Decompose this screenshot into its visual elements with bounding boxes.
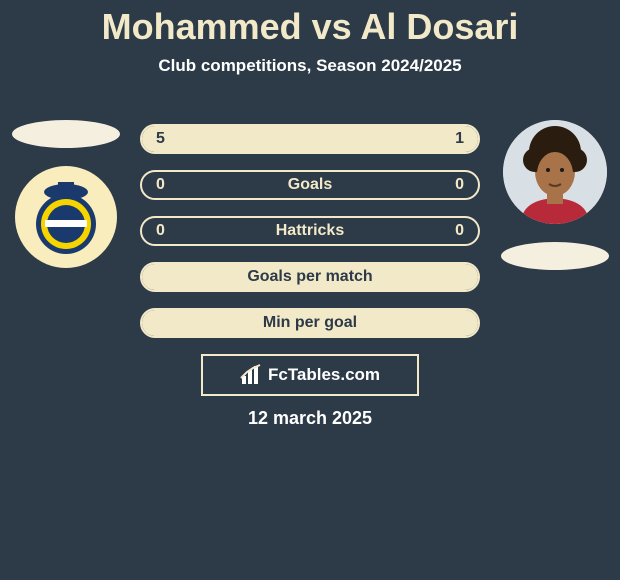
stat-row: Min per goal xyxy=(140,308,480,338)
right-blank-ellipse xyxy=(501,242,609,270)
left-blank-ellipse xyxy=(12,120,120,148)
stat-row: Goals per match xyxy=(140,262,480,292)
fctables-label: FcTables.com xyxy=(268,365,380,385)
right-player-photo xyxy=(503,120,607,224)
date-text: 12 march 2025 xyxy=(0,408,620,429)
stat-row: 00Hattricks xyxy=(140,216,480,246)
page-subtitle: Club competitions, Season 2024/2025 xyxy=(0,56,620,76)
stat-row: 00Goals xyxy=(140,170,480,200)
left-club-badge xyxy=(15,166,117,268)
fctables-attribution[interactable]: FcTables.com xyxy=(201,354,419,396)
left-player-column xyxy=(8,120,123,268)
stat-label: Goals per match xyxy=(142,268,478,286)
comparison-card: Mohammed vs Al Dosari Club competitions,… xyxy=(0,0,620,580)
player-avatar-icon xyxy=(503,120,607,224)
stat-label: Goals xyxy=(142,176,478,194)
stat-label: Min per goal xyxy=(142,314,478,332)
stat-label: Matches xyxy=(142,130,478,148)
right-player-column xyxy=(497,120,612,270)
stat-label: Hattricks xyxy=(142,222,478,240)
page-title: Mohammed vs Al Dosari xyxy=(0,0,620,48)
club-crest-icon xyxy=(23,174,109,260)
stat-row: 51Matches xyxy=(140,124,480,154)
bar-chart-icon xyxy=(240,364,262,386)
stats-area: 51Matches 00Goals 00Hattricks Goals per mat… xyxy=(140,124,480,354)
